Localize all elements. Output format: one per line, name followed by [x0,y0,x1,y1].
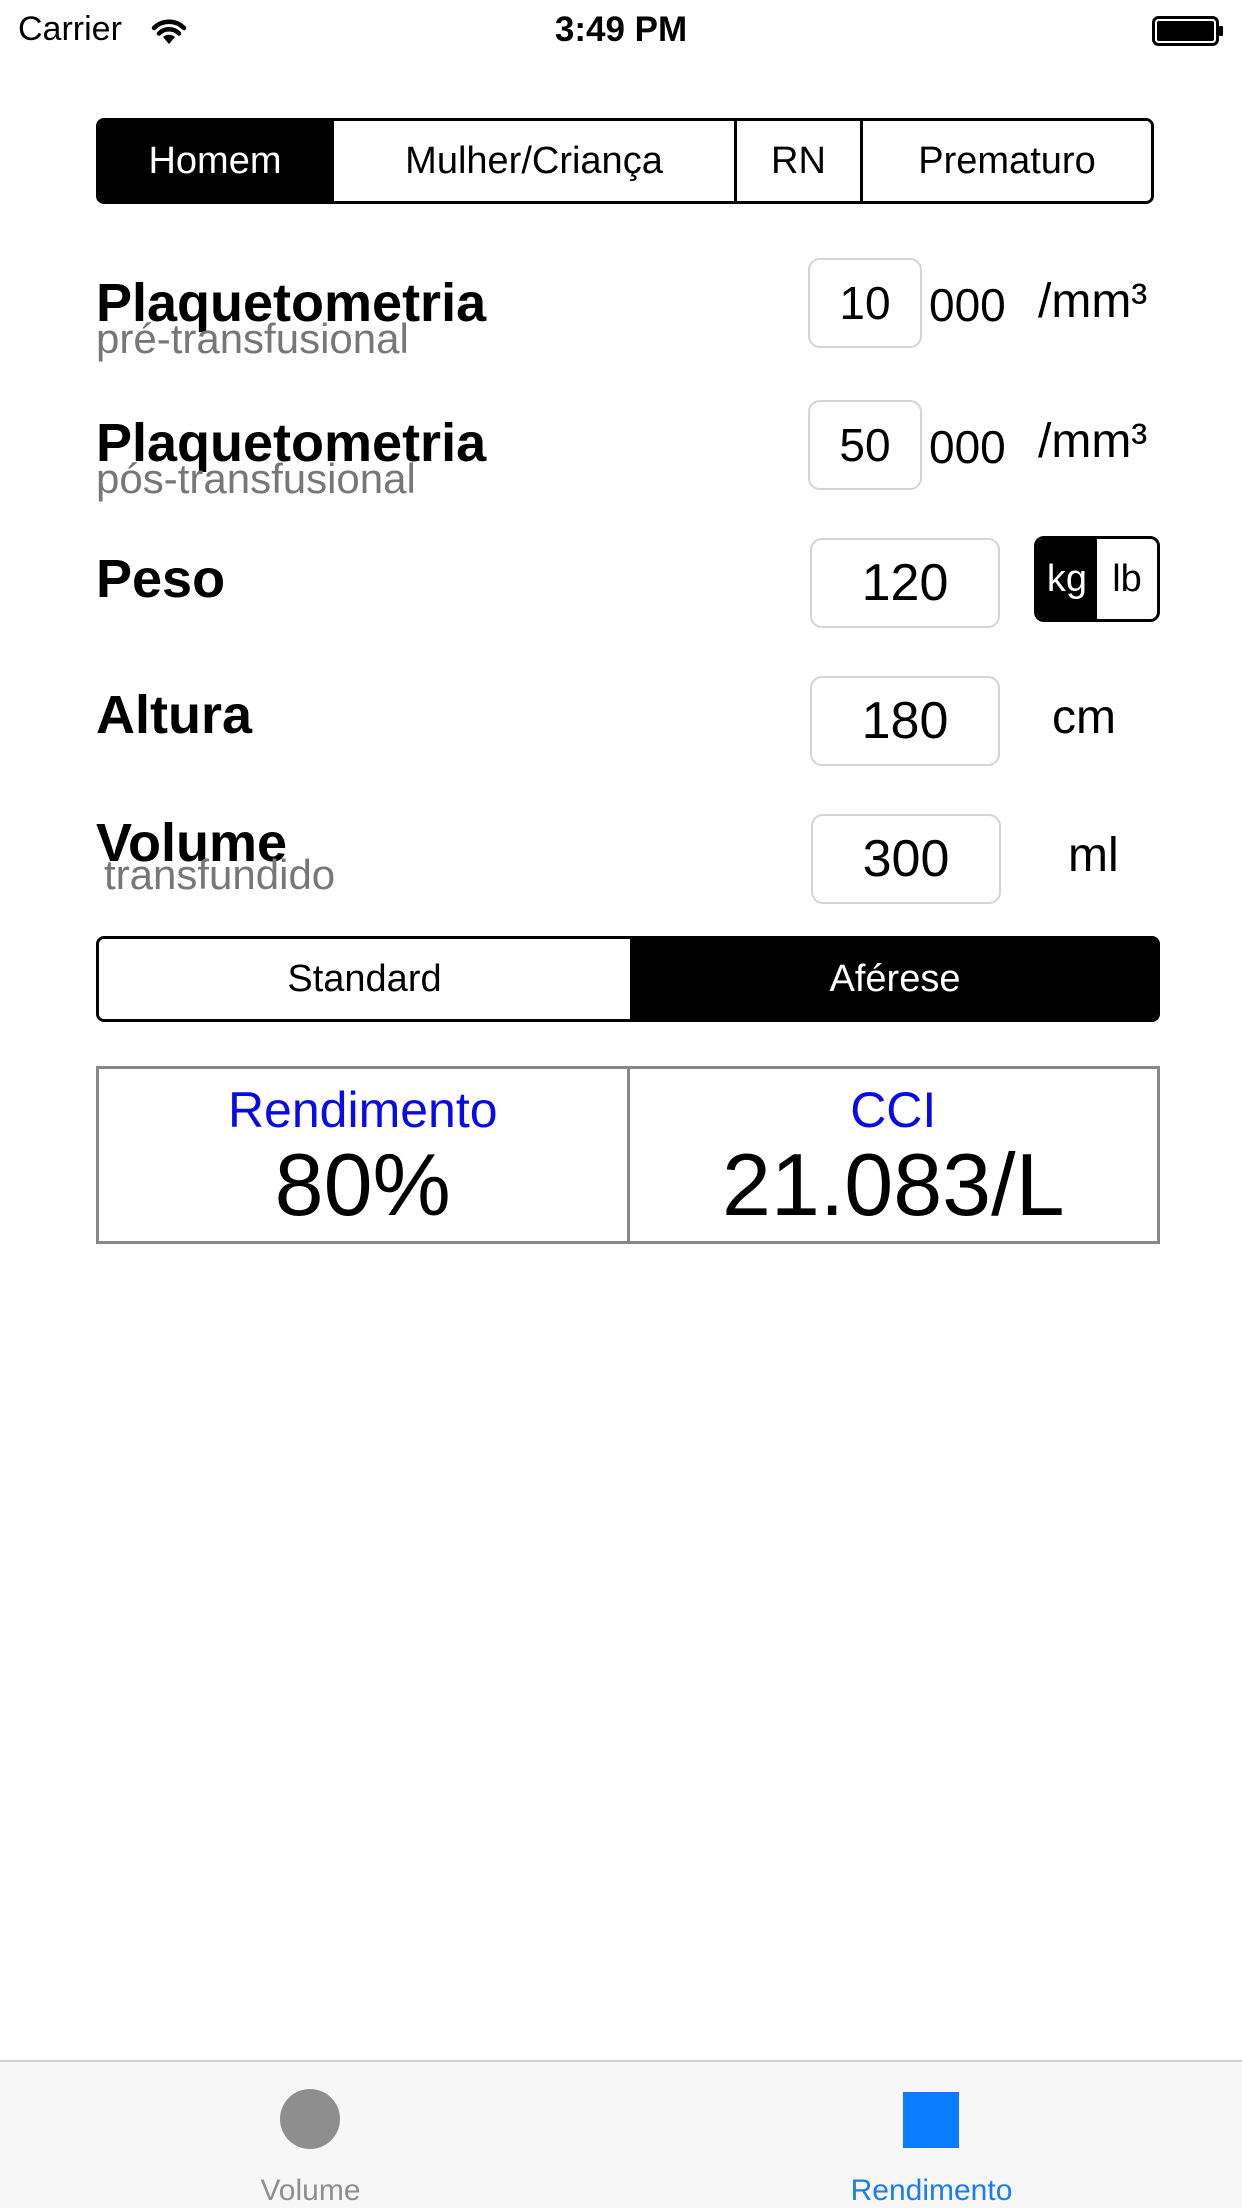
pre-platelet-input[interactable]: 10 [808,258,922,348]
circle-icon [280,2089,340,2149]
pre-platelet-subtitle: pré-transfusional [96,315,409,362]
method-segmented-control: Standard Aférese [96,936,1160,1022]
patient-type-prematuro[interactable]: Prematuro [860,121,1151,201]
volume-title: Volume [96,813,288,873]
patient-type-rn[interactable]: RN [734,121,860,201]
volume-input[interactable]: 300 [811,814,1001,904]
method-standard[interactable]: Standard [99,939,630,1019]
yield-result: Rendimento 80% [99,1069,627,1241]
unit-kg-button[interactable]: kg [1037,539,1097,619]
post-platelet-suffix: 000 [929,421,1006,473]
volume-unit: ml [1068,829,1119,882]
patient-type-mulher-crianca[interactable]: Mulher/Criança [331,121,734,201]
yield-value: 80% [274,1135,451,1234]
height-title: Altura [96,685,253,745]
weight-unit-toggle: kg lb [1034,536,1160,622]
square-icon [903,2092,959,2148]
cci-label: CCI [850,1082,937,1138]
tab-rendimento[interactable]: Rendimento [621,2062,1242,2210]
post-platelet-title: Plaquetometria [96,413,487,473]
wifi-icon [151,19,187,44]
weight-title: Peso [96,549,226,609]
volume-subtitle: transfundido [104,851,336,898]
status-time: 3:49 PM [554,10,688,49]
patient-type-homem[interactable]: Homem [99,121,331,201]
tab-volume[interactable]: Volume [0,2062,621,2210]
unit-lb-button[interactable]: lb [1097,539,1157,619]
post-platelet-input[interactable]: 50 [808,400,922,490]
pre-platelet-title: Plaquetometria [96,273,487,333]
tab-rendimento-label: Rendimento [850,2174,1013,2207]
pre-platelet-unit: /mm³ [1038,275,1148,328]
height-input[interactable]: 180 [810,676,1000,766]
patient-type-segmented-control: Homem Mulher/Criança RN Prematuro [96,118,1154,204]
pre-platelet-suffix: 000 [929,279,1006,331]
battery-icon [1152,16,1223,46]
cci-value: 21.083/L [721,1135,1065,1234]
post-platelet-subtitle: pós-transfusional [96,455,416,502]
yield-label: Rendimento [227,1082,498,1138]
tab-volume-label: Volume [260,2174,361,2207]
tab-bar: Volume Rendimento [0,2060,1242,2208]
weight-input[interactable]: 120 [810,538,1000,628]
cci-result: CCI 21.083/L [626,1069,1158,1241]
post-platelet-unit: /mm³ [1038,415,1148,468]
results-panel: Rendimento 80% CCI 21.083/L [96,1066,1160,1244]
method-aferese[interactable]: Aférese [630,939,1157,1019]
status-carrier: Carrier [18,10,122,48]
height-unit: cm [1052,691,1116,744]
